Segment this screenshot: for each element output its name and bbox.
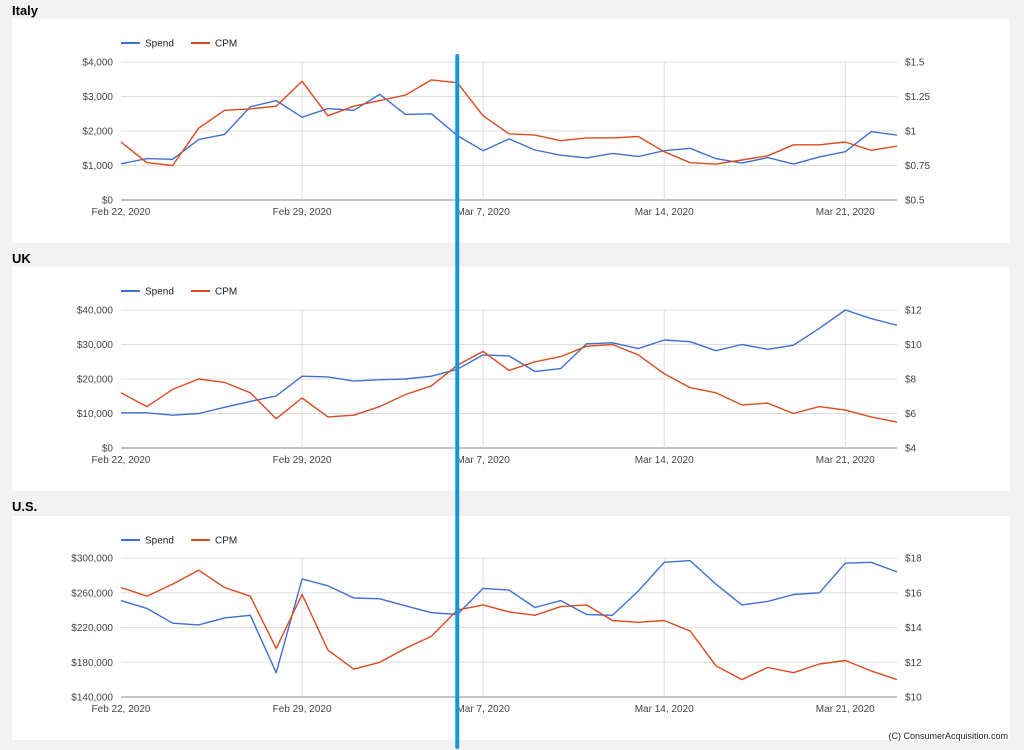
y-right-tick: $1 xyxy=(905,127,917,138)
y-right-tick: $0.75 xyxy=(905,161,930,172)
y-right-tick: $8 xyxy=(905,375,917,386)
x-tick: Mar 14, 2020 xyxy=(635,207,694,218)
panel-title-us: U.S. xyxy=(12,499,38,514)
series-line-spend-us xyxy=(120,559,898,674)
panel-title-italy: Italy xyxy=(12,3,39,18)
y-left-tick: $0 xyxy=(102,196,114,207)
y-left-tick: $260,000 xyxy=(71,588,113,599)
x-tick: Feb 22, 2020 xyxy=(92,455,151,466)
x-tick: Mar 14, 2020 xyxy=(635,704,694,715)
series-line-spend-uk xyxy=(121,309,898,416)
y-left-tick: $1,000 xyxy=(82,161,113,172)
legend-spend-label: Spend xyxy=(145,287,174,298)
y-right-tick: $4 xyxy=(905,444,917,455)
x-tick: Mar 7, 2020 xyxy=(456,455,510,466)
y-right-tick: $10 xyxy=(905,340,922,351)
series-line-spend-italy xyxy=(120,93,898,165)
y-right-tick: $10 xyxy=(905,693,922,704)
y-left-tick: $300,000 xyxy=(71,554,113,565)
series-line-cpm-italy xyxy=(120,79,898,167)
y-right-tick: $6 xyxy=(905,409,917,420)
y-left-tick: $140,000 xyxy=(71,693,113,704)
y-right-tick: $1.5 xyxy=(905,58,925,69)
y-right-tick: $18 xyxy=(905,554,922,565)
series-line-cpm-us xyxy=(120,569,898,681)
legend-cpm-label: CPM xyxy=(215,287,237,298)
y-left-tick: $220,000 xyxy=(71,623,113,634)
y-right-tick: $0.5 xyxy=(905,196,925,207)
y-left-tick: $30,000 xyxy=(77,340,114,351)
y-right-tick: $12 xyxy=(905,306,922,317)
y-right-tick: $1.25 xyxy=(905,92,930,103)
x-tick: Feb 29, 2020 xyxy=(273,704,332,715)
y-left-tick: $3,000 xyxy=(82,92,113,103)
x-tick: Mar 21, 2020 xyxy=(816,455,875,466)
x-tick: Mar 21, 2020 xyxy=(816,207,875,218)
legend-cpm-label: CPM xyxy=(215,39,237,50)
series-line-cpm-uk xyxy=(120,343,898,423)
x-tick: Mar 7, 2020 xyxy=(456,704,510,715)
y-left-tick: $0 xyxy=(102,444,114,455)
x-tick: Feb 22, 2020 xyxy=(92,704,151,715)
x-tick: Mar 14, 2020 xyxy=(635,455,694,466)
x-tick: Mar 21, 2020 xyxy=(816,704,875,715)
x-tick: Feb 29, 2020 xyxy=(273,207,332,218)
legend-cpm-label: CPM xyxy=(215,536,237,547)
y-right-tick: $16 xyxy=(905,588,922,599)
credit-text: (C) ConsumerAcquisition.com xyxy=(888,731,1008,741)
panel-title-uk: UK xyxy=(12,251,31,266)
x-tick: Feb 22, 2020 xyxy=(92,207,151,218)
legend-spend-label: Spend xyxy=(145,536,174,547)
y-left-tick: $2,000 xyxy=(82,127,113,138)
y-left-tick: $180,000 xyxy=(71,658,113,669)
y-left-tick: $20,000 xyxy=(77,375,114,386)
x-tick: Feb 29, 2020 xyxy=(273,455,332,466)
y-left-tick: $4,000 xyxy=(82,58,113,69)
legend-spend-label: Spend xyxy=(145,39,174,50)
y-right-tick: $14 xyxy=(905,623,922,634)
y-left-tick: $40,000 xyxy=(77,306,114,317)
y-left-tick: $10,000 xyxy=(77,409,114,420)
y-right-tick: $12 xyxy=(905,658,922,669)
x-tick: Mar 7, 2020 xyxy=(456,207,510,218)
